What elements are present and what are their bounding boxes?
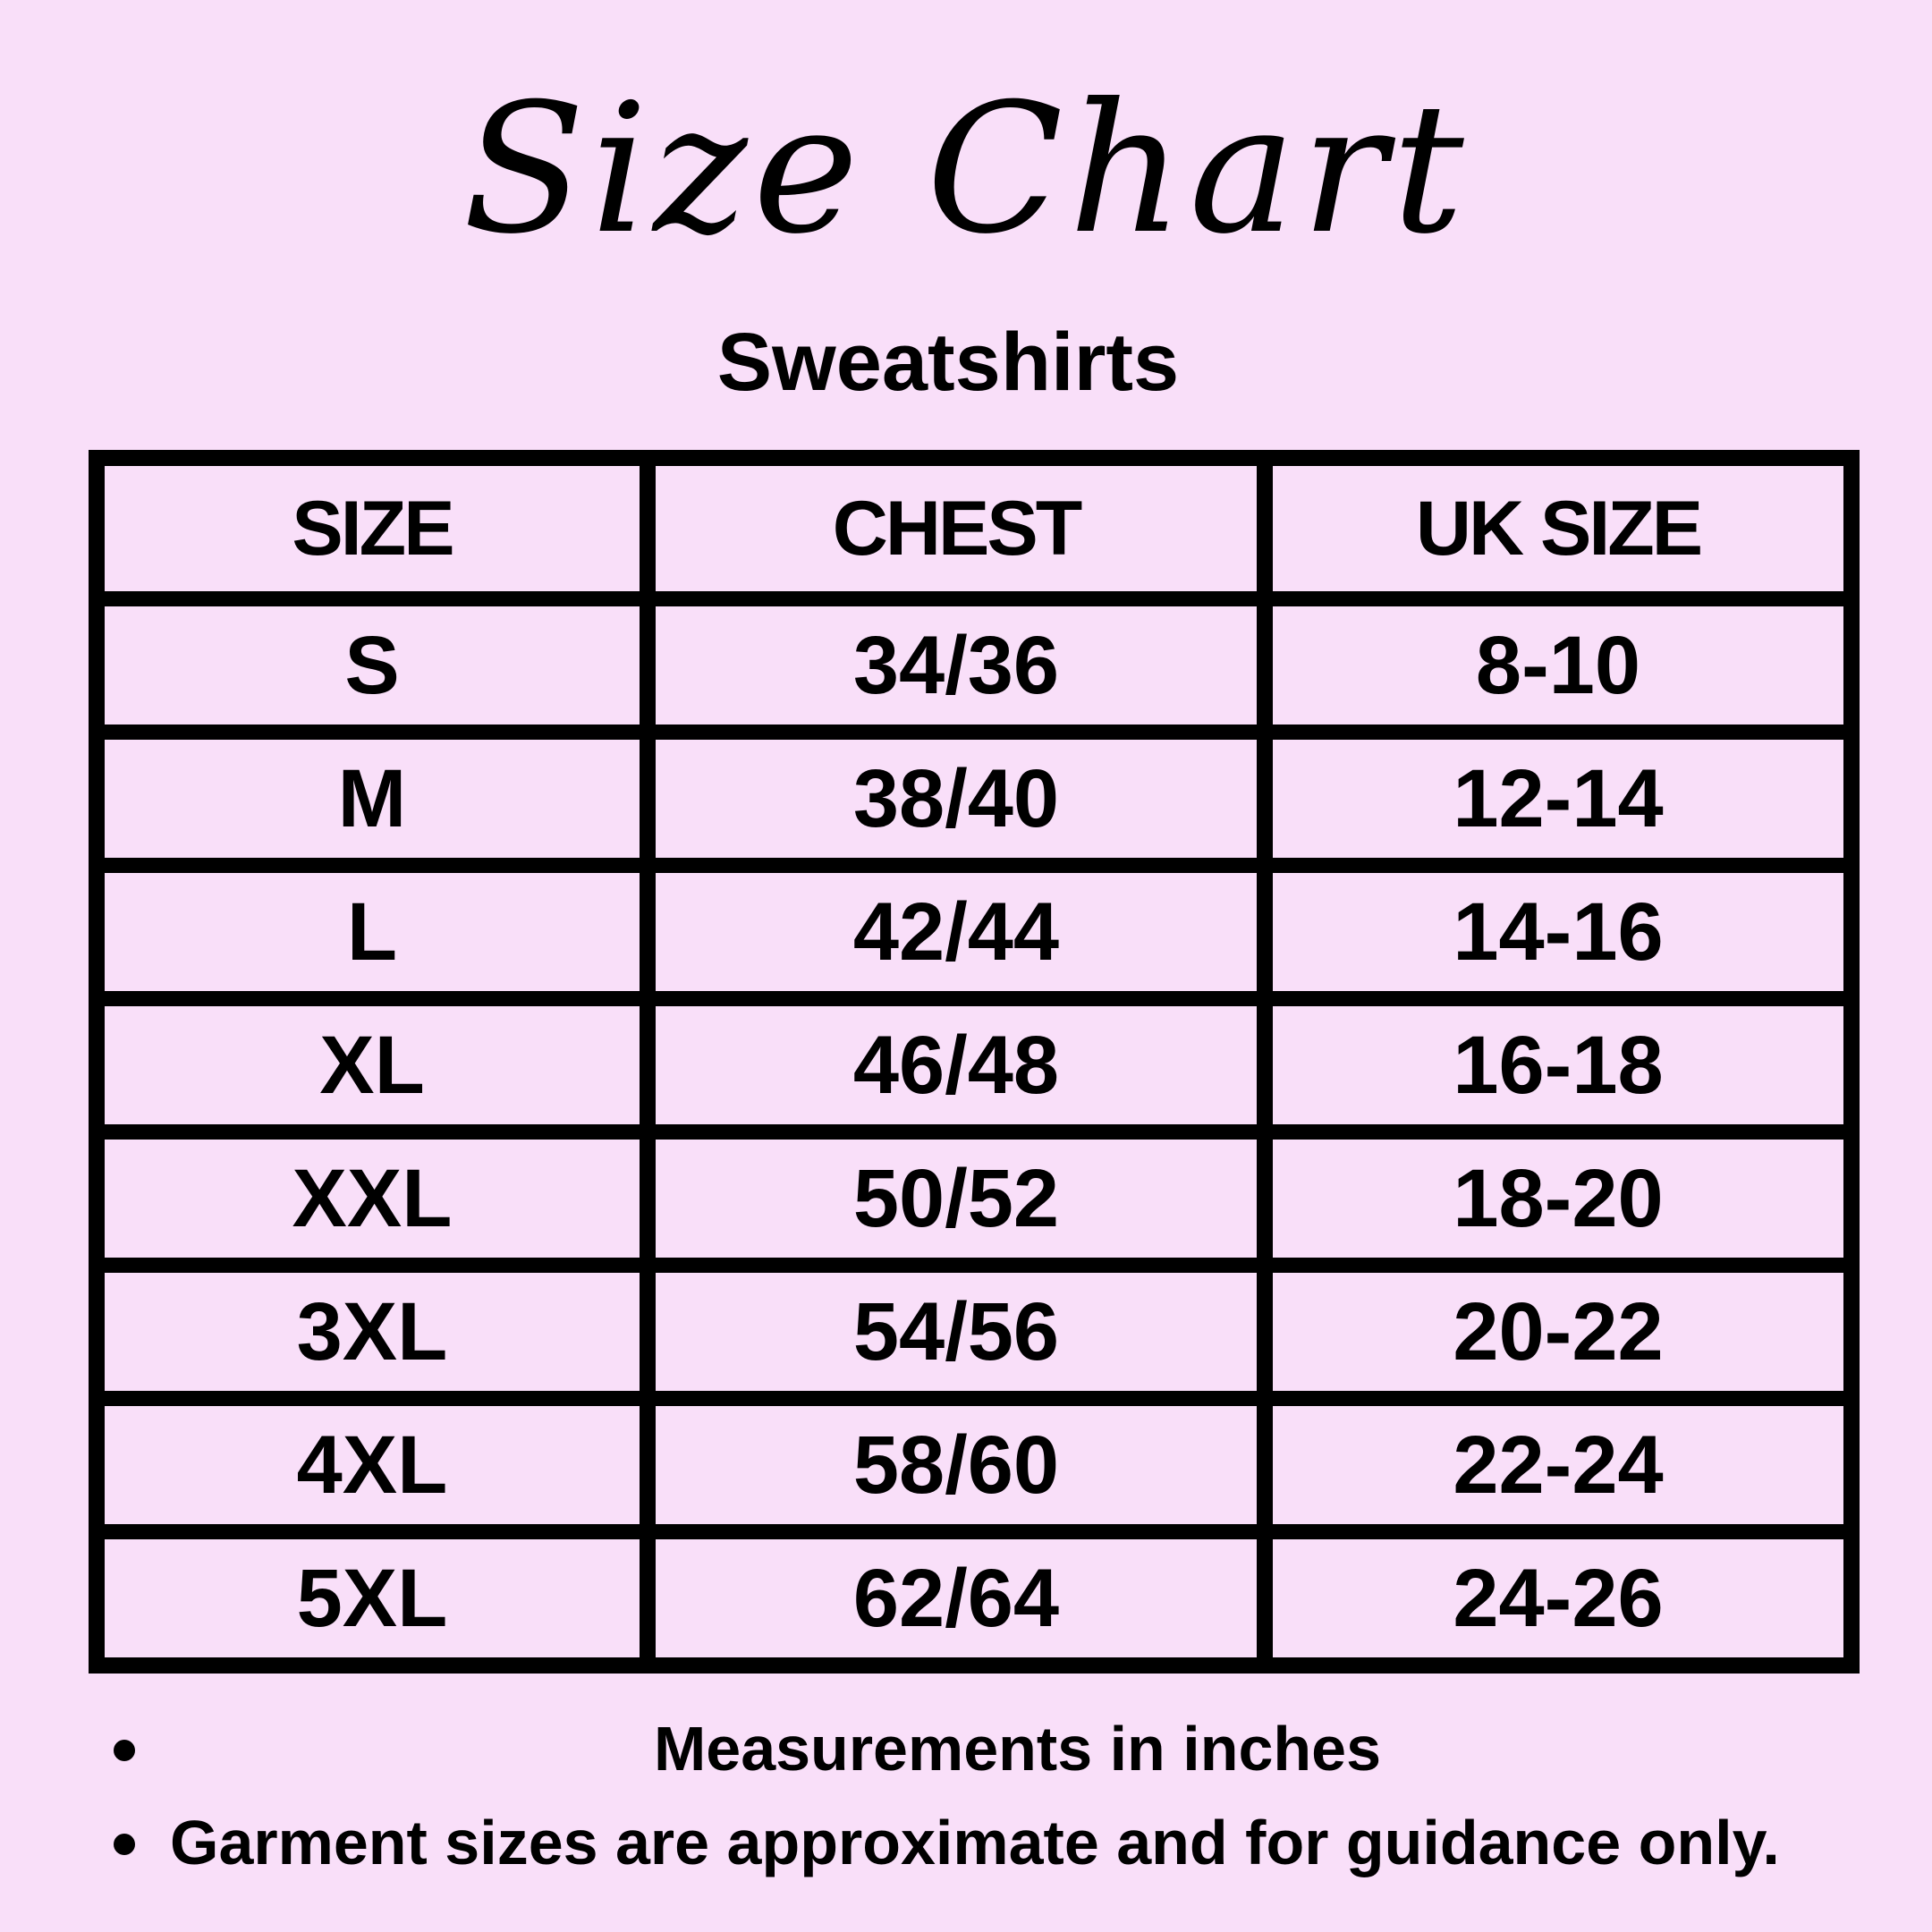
bullet-icon — [114, 1740, 135, 1761]
cell-chest: 62/64 — [656, 1539, 1257, 1657]
cell-size: XXL — [105, 1140, 640, 1258]
cell-uk-size: 16-18 — [1273, 1006, 1843, 1124]
cell-size: L — [105, 873, 640, 991]
cell-chest: 50/52 — [656, 1140, 1257, 1258]
cell-uk-size: 8-10 — [1273, 606, 1843, 724]
size-table: SIZE CHEST UK SIZE S 34/36 8-10 M 38/40 12-14… — [89, 450, 1860, 1674]
cell-size: 4XL — [105, 1406, 640, 1524]
note-measurements: Measurements in inches — [653, 1714, 1382, 1784]
cell-size: S — [105, 606, 640, 724]
cell-uk-size: 18-20 — [1273, 1140, 1843, 1258]
cell-chest: 38/40 — [656, 740, 1257, 858]
note-guidance: Garment sizes are approximate and for gu… — [170, 1808, 1780, 1877]
cell-size: 5XL — [105, 1539, 640, 1657]
page-title: Size Chart — [462, 65, 1470, 274]
bullet-icon — [114, 1834, 135, 1855]
subtitle: Sweatshirts — [716, 317, 1180, 408]
cell-size: XL — [105, 1006, 640, 1124]
header-size: SIZE — [105, 466, 640, 591]
cell-size: M — [105, 740, 640, 858]
cell-uk-size: 12-14 — [1273, 740, 1843, 858]
cell-size: 3XL — [105, 1273, 640, 1391]
cell-chest: 42/44 — [656, 873, 1257, 991]
cell-uk-size: 14-16 — [1273, 873, 1843, 991]
header-chest: CHEST — [656, 466, 1257, 591]
header-uk-size: UK SIZE — [1273, 466, 1843, 591]
cell-chest: 34/36 — [656, 606, 1257, 724]
cell-uk-size: 22-24 — [1273, 1406, 1843, 1524]
cell-chest: 46/48 — [656, 1006, 1257, 1124]
cell-chest: 58/60 — [656, 1406, 1257, 1524]
cell-uk-size: 24-26 — [1273, 1539, 1843, 1657]
cell-chest: 54/56 — [656, 1273, 1257, 1391]
cell-uk-size: 20-22 — [1273, 1273, 1843, 1391]
